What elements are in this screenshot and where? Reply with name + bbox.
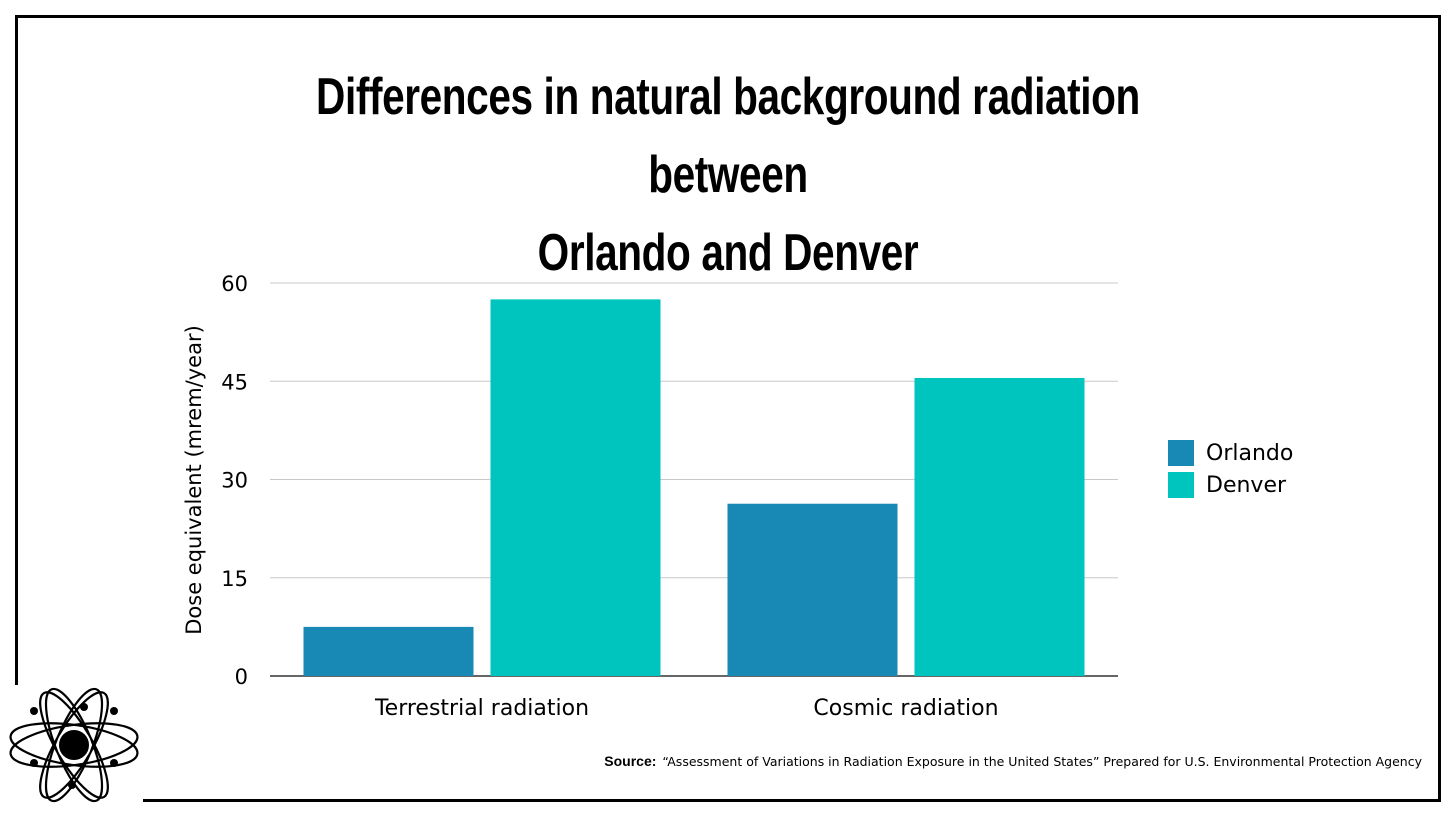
source-note: Source: “Assessment of Variations in Radi… xyxy=(604,753,1422,769)
y-tick-label: 45 xyxy=(221,370,248,394)
frame-top-border xyxy=(15,15,1441,18)
frame-bottom-border xyxy=(143,799,1441,802)
y-axis-label: Dose equivalent (mrem/year) xyxy=(182,325,206,635)
x-tick-labels: Terrestrial radiation Cosmic radiation xyxy=(374,696,999,721)
chart-title-line-1: Differences in natural background radiat… xyxy=(316,68,1140,204)
x-tick-label: Terrestrial radiation xyxy=(374,696,589,721)
y-tick-label: 0 xyxy=(235,665,248,689)
source-text: “Assessment of Variations in Radiation E… xyxy=(662,754,1422,769)
frame-right-border xyxy=(1438,15,1441,802)
legend: Orlando Denver xyxy=(1168,437,1293,501)
y-tick-label: 15 xyxy=(221,567,248,591)
bars xyxy=(303,299,1085,676)
y-tick-labels: 0 15 30 45 60 xyxy=(221,272,248,689)
legend-label-orlando: Orlando xyxy=(1206,440,1294,466)
bar-orlando-1 xyxy=(303,626,474,676)
legend-item-denver: Denver xyxy=(1168,469,1293,501)
bar-denver-2 xyxy=(914,377,1085,676)
x-tick-label: Cosmic radiation xyxy=(813,696,998,721)
chart-title: Differences in natural background radiat… xyxy=(246,58,1210,292)
legend-item-orlando: Orlando xyxy=(1168,437,1293,469)
source-label: Source: xyxy=(604,753,657,769)
bar-denver-1 xyxy=(490,299,661,676)
legend-swatch-orlando xyxy=(1168,440,1194,466)
y-tick-label: 60 xyxy=(221,272,248,296)
y-tick-label: 30 xyxy=(221,469,248,493)
frame-left-border xyxy=(15,15,18,685)
legend-swatch-denver xyxy=(1168,472,1194,498)
chart-title-line-2: Orlando and Denver xyxy=(537,224,919,282)
atom-icon xyxy=(9,687,139,803)
bar-orlando-2 xyxy=(727,503,898,676)
legend-label-denver: Denver xyxy=(1206,472,1287,498)
